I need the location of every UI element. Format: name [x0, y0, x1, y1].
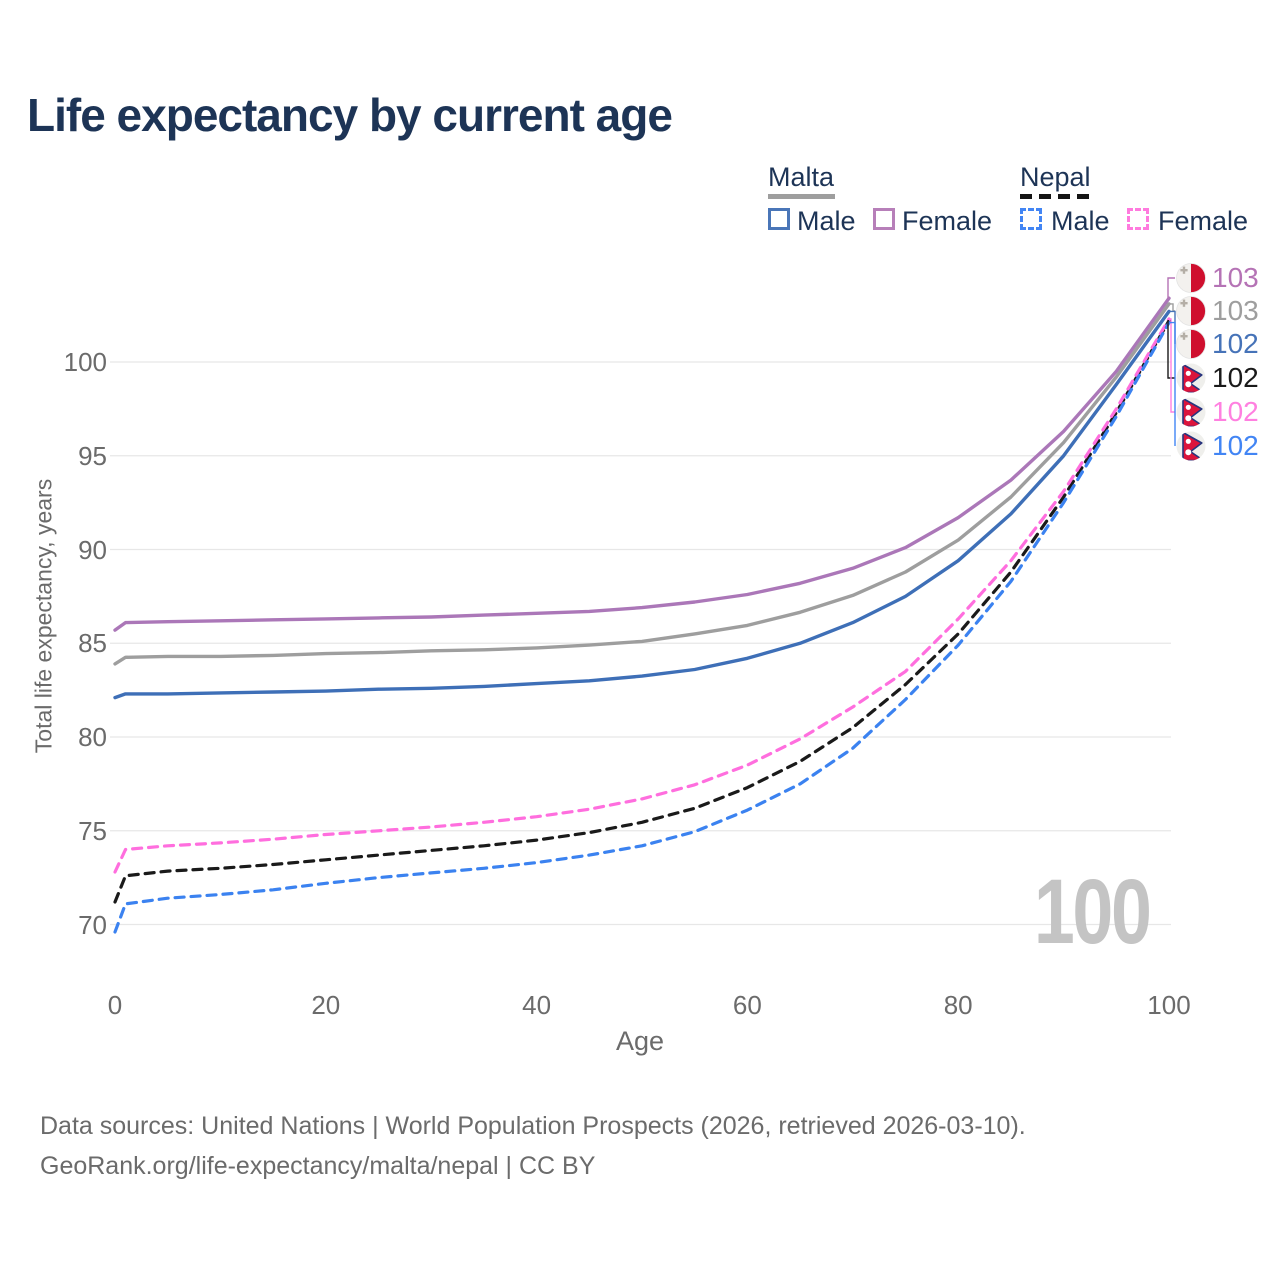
series-line-nepal-male[interactable] — [113, 321, 1171, 934]
leader-line-nepal-female — [1169, 318, 1175, 413]
y-axis-title: Total life expectancy, years — [30, 478, 57, 754]
nepal-flag-icon — [1176, 397, 1206, 427]
footer-source-note: Data sources: United Nations | World Pop… — [40, 1106, 1026, 1186]
nepal-flag-icon — [1176, 431, 1206, 461]
end-value-label: 103 — [1212, 262, 1259, 293]
y-tick-label-85: 85 — [78, 628, 107, 659]
legend-label-nepal-female[interactable]: Female — [1158, 206, 1249, 236]
end-label-row-nepal[interactable]: 102 — [1176, 363, 1259, 393]
age-counter-watermark: 100 — [1033, 861, 1151, 963]
legend-line-sample-malta — [768, 194, 835, 199]
end-label-row-nepal-female[interactable]: 102 — [1176, 397, 1259, 427]
malta-flag-icon — [1176, 329, 1206, 359]
end-value-label: 102 — [1212, 396, 1259, 427]
nepal-flag-icon — [1176, 363, 1206, 393]
leader-line-malta-female — [1167, 277, 1175, 299]
series-line-malta-female[interactable] — [113, 296, 1171, 632]
end-value-label: 102 — [1212, 430, 1259, 461]
x-tick-label-60: 60 — [732, 990, 762, 1020]
series-line-nepal[interactable] — [113, 319, 1171, 904]
end-label-row-malta-male[interactable]: 102 — [1176, 329, 1259, 359]
malta-flag-icon — [1176, 296, 1206, 326]
y-tick-label-100: 100 — [63, 347, 107, 377]
x-tick-label-40: 40 — [522, 990, 552, 1020]
end-value-label: 102 — [1212, 328, 1259, 359]
x-tick-label-0: 0 — [107, 990, 123, 1020]
legend-swatch-nepal-female[interactable] — [1127, 208, 1149, 230]
end-value-label: 103 — [1212, 295, 1259, 326]
y-tick-label-70: 70 — [78, 909, 107, 940]
leader-line-nepal-male — [1169, 321, 1176, 446]
series-line-malta[interactable] — [113, 302, 1171, 666]
legend-label-nepal-male[interactable]: Male — [1051, 206, 1110, 236]
page-title: Life expectancy by current age — [27, 89, 673, 141]
x-tick-label-80: 80 — [943, 990, 973, 1020]
footer-line-1: Data sources: United Nations | World Pop… — [40, 1112, 1026, 1140]
legend-swatch-malta-male[interactable] — [768, 208, 790, 230]
legend-swatch-malta-female[interactable] — [873, 208, 895, 230]
malta-flag-icon — [1176, 263, 1206, 293]
legend-group-label-malta[interactable]: Malta — [768, 162, 835, 192]
footer-line-2: GeoRank.org/life-expectancy/malta/nepal … — [40, 1152, 596, 1180]
y-tick-label-75: 75 — [78, 815, 107, 846]
series-line-nepal-female[interactable] — [113, 317, 1171, 874]
y-tick-label-90: 90 — [78, 534, 107, 565]
x-axis-title: Age — [615, 1026, 665, 1056]
end-label-row-malta-female[interactable]: 103 — [1176, 263, 1259, 293]
y-tick-label-80: 80 — [78, 722, 107, 752]
y-tick-label-95: 95 — [78, 440, 107, 471]
leader-line-malta-male — [1169, 310, 1176, 344]
legend-swatch-nepal-male[interactable] — [1020, 208, 1042, 230]
x-tick-label-100: 100 — [1147, 990, 1191, 1020]
legend-group-label-nepal[interactable]: Nepal — [1020, 162, 1091, 192]
series-line-malta-male[interactable] — [113, 309, 1171, 700]
legend-label-malta-male[interactable]: Male — [797, 206, 856, 236]
legend-line-sample-nepal — [1020, 194, 1090, 199]
x-tick-label-20: 20 — [311, 990, 341, 1020]
end-value-label: 102 — [1212, 362, 1259, 393]
legend-label-malta-female[interactable]: Female — [902, 206, 993, 236]
end-label-row-nepal-male[interactable]: 102 — [1176, 431, 1259, 461]
end-label-row-malta[interactable]: 103 — [1176, 296, 1259, 326]
